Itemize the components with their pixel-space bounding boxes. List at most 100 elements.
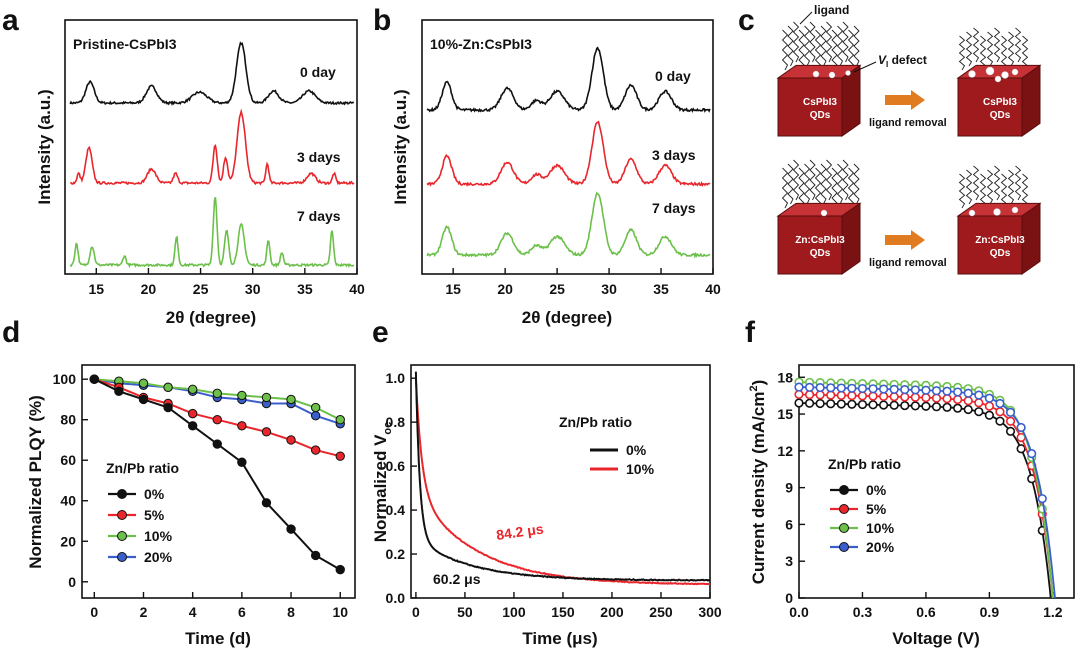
legend-title-e: Zn/Pb ratio bbox=[559, 414, 632, 430]
ligand-chains bbox=[781, 21, 860, 71]
ligand bbox=[787, 163, 794, 205]
data-point bbox=[286, 435, 296, 445]
vacancy-dot bbox=[828, 71, 836, 79]
jv-point bbox=[931, 393, 942, 403]
ligand bbox=[993, 165, 1001, 201]
cube-label: Zn:CsPbI3 bbox=[975, 235, 1025, 246]
xrd-trace-0 bbox=[426, 46, 711, 113]
ligand bbox=[847, 167, 855, 209]
vacancy-dot bbox=[994, 75, 1002, 83]
vacancy-dot bbox=[968, 70, 976, 78]
qd-cube: CsPbI3 QDs bbox=[776, 64, 862, 137]
vacancy-dot bbox=[993, 208, 1001, 216]
y-tick-label: 40 bbox=[60, 493, 76, 509]
x-tick-label: 20 bbox=[497, 281, 513, 297]
xrd-trace-1 bbox=[426, 120, 711, 188]
y-tick-label: 100 bbox=[53, 371, 77, 387]
x-tick-label: 4 bbox=[189, 604, 197, 620]
cube-front bbox=[957, 215, 1023, 275]
jv-point bbox=[1005, 407, 1016, 417]
cube-front bbox=[777, 77, 843, 137]
ligand bbox=[1021, 35, 1029, 71]
data-point bbox=[261, 427, 272, 437]
legend-label: 0% bbox=[144, 486, 165, 502]
data-point bbox=[286, 524, 296, 534]
jv-point bbox=[826, 390, 836, 400]
panel-letter-a: a bbox=[2, 4, 19, 37]
x-tick-label: 8 bbox=[287, 604, 295, 620]
panel-letter-d: d bbox=[2, 316, 20, 349]
legend-label: 20% bbox=[144, 549, 173, 565]
jv-point bbox=[921, 393, 931, 403]
jv-point bbox=[1005, 416, 1016, 426]
legend-marker bbox=[117, 489, 127, 499]
jv-point bbox=[847, 383, 857, 393]
y-axis-label-e: Normalized Voc bbox=[371, 422, 394, 543]
lifetime-label-10: 84.2 μs bbox=[495, 520, 544, 542]
jv-point bbox=[995, 407, 1005, 417]
cube-label: CsPbI3 bbox=[803, 97, 837, 108]
x-tick-label: 35 bbox=[297, 281, 313, 297]
jv-point bbox=[984, 393, 994, 403]
legend-title-d: Zn/Pb ratio bbox=[106, 460, 179, 476]
jv-point bbox=[879, 400, 889, 410]
legend-marker bbox=[839, 485, 849, 495]
x-tick-label: 0 bbox=[90, 604, 98, 620]
jv-point bbox=[942, 386, 952, 396]
jv-point bbox=[847, 399, 857, 409]
panel-letter-b: b bbox=[373, 4, 391, 37]
jv-point bbox=[963, 404, 973, 415]
ligand-chains bbox=[958, 27, 1029, 71]
y-axis-label-f: Current density (mA/cm2) bbox=[748, 380, 768, 585]
legend-label: 0% bbox=[866, 482, 887, 498]
ligand bbox=[1021, 173, 1029, 209]
jv-curve bbox=[799, 386, 1056, 599]
data-point bbox=[212, 439, 222, 449]
jv-point bbox=[953, 403, 963, 413]
label-7-days-b: 7 days bbox=[652, 200, 696, 216]
y-tick-label: 0.6 bbox=[386, 458, 406, 474]
xrd-trace-1 bbox=[69, 108, 355, 186]
jv-point bbox=[836, 399, 846, 409]
vacancy-dot bbox=[845, 70, 851, 76]
label-0-day-a: 0 day bbox=[300, 64, 336, 80]
jv-point bbox=[953, 387, 963, 397]
label-7-days-a: 7 days bbox=[297, 208, 341, 224]
data-point bbox=[237, 457, 247, 467]
jv-point bbox=[1037, 494, 1047, 504]
data-point bbox=[310, 402, 321, 413]
jv-point bbox=[931, 386, 942, 396]
jv-point bbox=[1016, 444, 1026, 454]
legend-e: 0%10% bbox=[590, 442, 655, 477]
ligand bbox=[803, 163, 811, 205]
jv-point bbox=[900, 400, 910, 411]
jv-point bbox=[815, 382, 825, 393]
data-point bbox=[163, 402, 173, 413]
data-point bbox=[212, 388, 222, 399]
jv-point bbox=[995, 398, 1005, 409]
ligand bbox=[1014, 165, 1022, 201]
jv-point bbox=[794, 398, 804, 408]
qd-cube: CsPbI3 QDs bbox=[956, 64, 1042, 137]
data-point bbox=[237, 390, 247, 401]
data-point bbox=[335, 415, 345, 425]
y-tick-label: 60 bbox=[60, 452, 76, 468]
jv-point bbox=[836, 383, 846, 393]
legend-label: 0% bbox=[626, 442, 647, 458]
ligand bbox=[836, 25, 844, 67]
ligand bbox=[1000, 173, 1008, 209]
xrd-trace-2 bbox=[69, 196, 355, 269]
data-point bbox=[310, 410, 321, 421]
legend-label: 10% bbox=[866, 520, 895, 536]
x-tick-label: 250 bbox=[649, 604, 673, 620]
series-e bbox=[414, 371, 711, 586]
y-axis-label-b: Intensity (a.u.) bbox=[391, 89, 410, 204]
data-point bbox=[286, 394, 296, 405]
plot-frame-d bbox=[81, 364, 356, 599]
legend-marker bbox=[117, 552, 127, 562]
ligand-chains bbox=[958, 165, 1029, 209]
ligand bbox=[798, 167, 805, 209]
jv-point bbox=[868, 391, 878, 401]
legend-title-f: Zn/Pb ratio bbox=[828, 456, 901, 472]
